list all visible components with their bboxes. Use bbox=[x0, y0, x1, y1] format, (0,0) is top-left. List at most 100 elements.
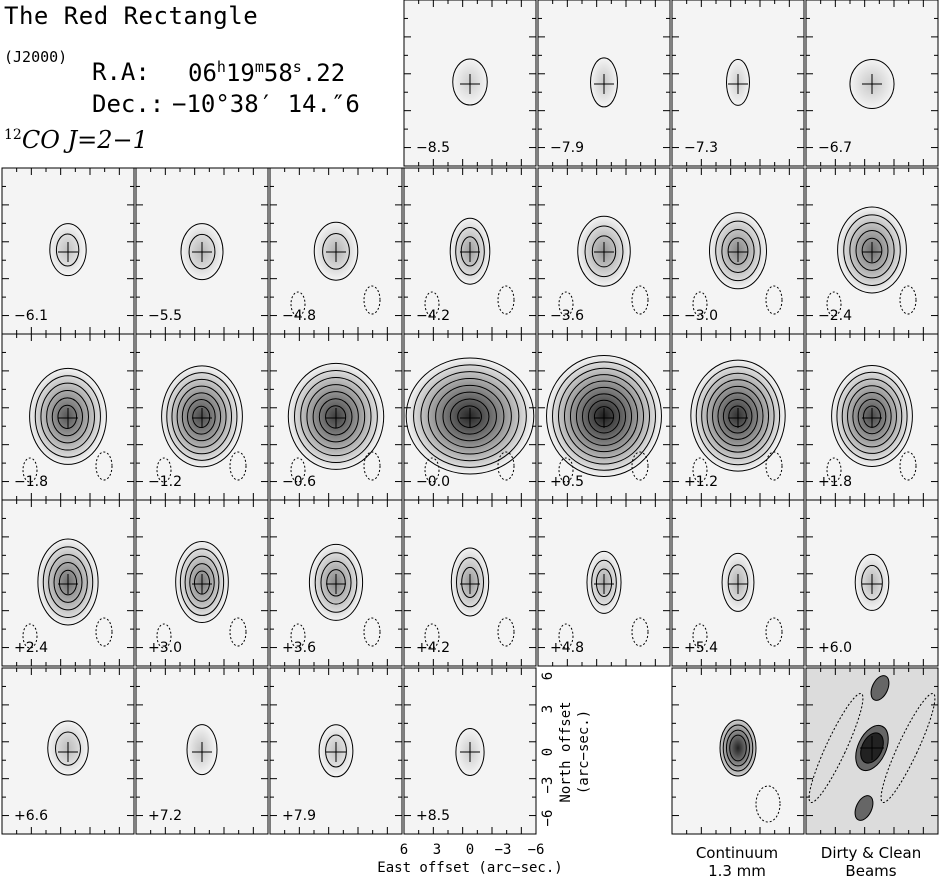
contour bbox=[849, 222, 895, 279]
ra-seconds: 58 bbox=[263, 59, 293, 87]
contour bbox=[449, 217, 491, 285]
velocity-label: −4.8 bbox=[282, 308, 316, 324]
negative-contour bbox=[497, 617, 515, 647]
velocity-label: +4.8 bbox=[550, 640, 584, 656]
channel-panel: −8.5 bbox=[403, 0, 537, 167]
negative-contour bbox=[631, 285, 649, 315]
panel-frame bbox=[403, 667, 537, 835]
ra-label: R.A: bbox=[92, 58, 150, 86]
dec-label: Dec.: bbox=[92, 90, 165, 118]
contour bbox=[591, 235, 617, 268]
channel-panel: +2.4 bbox=[1, 499, 135, 667]
contour bbox=[184, 555, 220, 609]
velocity-label: −0.6 bbox=[282, 474, 316, 490]
x-tick-label: 6 bbox=[400, 842, 408, 858]
velocity-label: +0.5 bbox=[550, 474, 584, 490]
velocity-label: +3.0 bbox=[148, 640, 182, 656]
contour bbox=[179, 548, 225, 616]
velocity-label: −3.6 bbox=[550, 308, 584, 324]
contour bbox=[57, 404, 78, 430]
contour bbox=[51, 397, 84, 437]
negative-contour bbox=[156, 457, 172, 483]
velocity-label: −1.2 bbox=[148, 474, 182, 490]
emission-gray bbox=[48, 223, 86, 276]
contour bbox=[836, 371, 908, 461]
ra-hours: 06 bbox=[188, 59, 217, 87]
y-axis-label-line1: North offset bbox=[558, 701, 574, 802]
ra-value: 06h19m58s.22 bbox=[188, 58, 345, 87]
panel-frame bbox=[671, 0, 805, 167]
contour bbox=[452, 58, 488, 106]
contour bbox=[46, 390, 89, 444]
channel-panel: +5.4 bbox=[671, 499, 805, 667]
panel-frame bbox=[403, 0, 537, 167]
contour bbox=[435, 384, 505, 448]
panel-frame bbox=[403, 499, 537, 667]
velocity-label: +7.9 bbox=[282, 808, 316, 824]
channel-panel: +6.0 bbox=[805, 499, 939, 667]
contour bbox=[318, 724, 354, 778]
contour bbox=[326, 569, 346, 597]
contour bbox=[586, 550, 622, 614]
channel-panel: −3.6 bbox=[537, 167, 671, 335]
velocity-label: −5.5 bbox=[148, 308, 182, 324]
contour bbox=[455, 557, 485, 608]
negative-contour bbox=[363, 617, 381, 647]
channel-panel: +0.5 bbox=[537, 333, 671, 501]
contour bbox=[29, 367, 107, 465]
channel-panel: −5.5 bbox=[135, 167, 269, 335]
negative-contour bbox=[22, 623, 38, 649]
negative-contour bbox=[229, 617, 247, 647]
ra-minutes: 19 bbox=[225, 59, 255, 87]
negative-contour bbox=[290, 291, 306, 317]
negative-contour bbox=[631, 617, 649, 647]
contour bbox=[181, 392, 222, 442]
negative-contour bbox=[290, 623, 306, 649]
continuum-caption: Continuum 1.3 mm bbox=[672, 844, 802, 880]
negative-contour bbox=[363, 285, 381, 315]
negative-contour bbox=[156, 623, 172, 649]
contour bbox=[186, 724, 218, 776]
velocity-label: +5.4 bbox=[684, 640, 718, 656]
y-tick-label: −3 bbox=[540, 777, 556, 794]
channel-panel: +1.2 bbox=[671, 333, 805, 501]
contour bbox=[55, 731, 81, 766]
channel-panel: −1.8 bbox=[1, 333, 135, 501]
velocity-label: −3.0 bbox=[684, 308, 718, 324]
velocity-label: −7.3 bbox=[684, 140, 718, 156]
contour bbox=[575, 386, 633, 446]
contour bbox=[176, 385, 227, 448]
contour bbox=[48, 554, 88, 611]
channel-panel: −3.0 bbox=[671, 167, 805, 335]
contour bbox=[719, 719, 757, 777]
contour bbox=[325, 734, 347, 768]
contour bbox=[587, 399, 621, 434]
y-tick-label: −6 bbox=[540, 810, 556, 827]
contour bbox=[727, 564, 749, 601]
contour bbox=[325, 405, 347, 429]
continuum-emission bbox=[720, 720, 756, 776]
velocity-label: +7.2 bbox=[148, 808, 182, 824]
contour bbox=[722, 398, 753, 434]
contour bbox=[47, 720, 89, 776]
contour bbox=[193, 570, 211, 595]
channel-panel: −1.2 bbox=[135, 333, 269, 501]
channel-panel: −4.2 bbox=[403, 167, 537, 335]
contour bbox=[180, 223, 224, 281]
negative-contour bbox=[497, 451, 515, 481]
velocity-label: +1.8 bbox=[818, 474, 852, 490]
negative-contour bbox=[631, 451, 649, 481]
velocity-label: −4.2 bbox=[416, 308, 450, 324]
contour bbox=[55, 233, 80, 267]
ra-m-unit: m bbox=[254, 58, 264, 76]
line-name: CO J=2−1 bbox=[21, 126, 148, 154]
contour bbox=[312, 391, 359, 443]
contour bbox=[841, 378, 903, 454]
contour bbox=[318, 398, 353, 436]
negative-contour bbox=[692, 623, 708, 649]
channel-panel: −6.7 bbox=[805, 0, 939, 167]
contour bbox=[187, 399, 216, 435]
panel-frame bbox=[1, 667, 135, 835]
velocity-label: +4.2 bbox=[416, 640, 450, 656]
negative-contour bbox=[424, 457, 440, 483]
